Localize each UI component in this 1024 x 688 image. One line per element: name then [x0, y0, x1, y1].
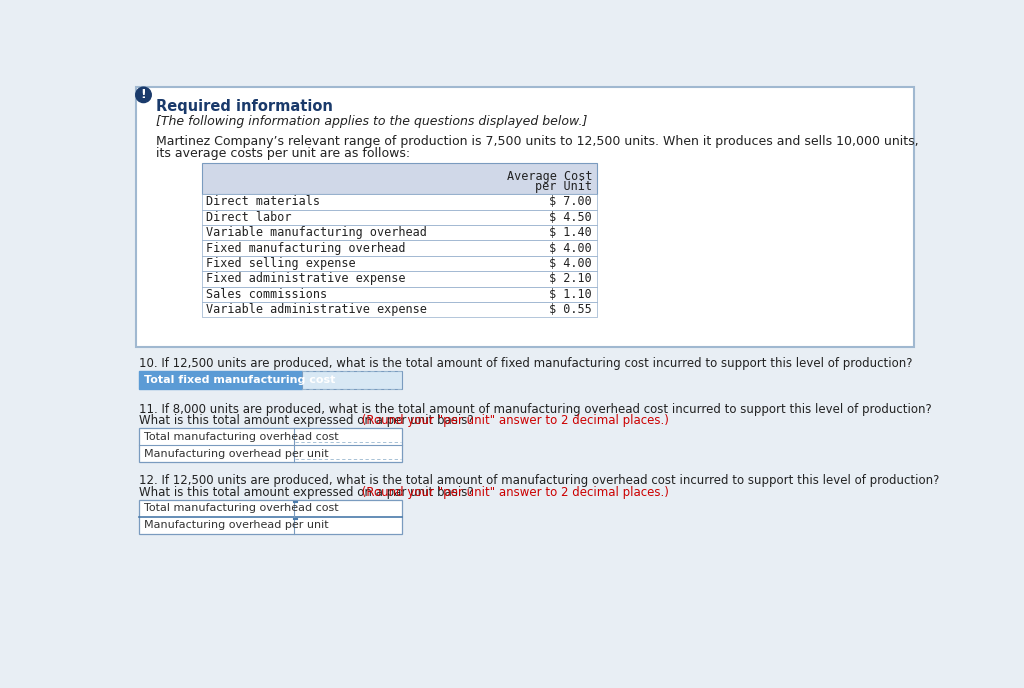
Text: Total fixed manufacturing cost: Total fixed manufacturing cost — [143, 375, 335, 385]
Text: 10. If 12,500 units are produced, what is the total amount of fixed manufacturin: 10. If 12,500 units are produced, what i… — [139, 356, 912, 369]
Text: Variable administrative expense: Variable administrative expense — [206, 303, 427, 316]
Text: $ 1.40: $ 1.40 — [550, 226, 592, 239]
Circle shape — [136, 87, 152, 103]
Text: Variable manufacturing overhead: Variable manufacturing overhead — [206, 226, 427, 239]
Bar — [202, 225, 597, 240]
Text: $ 1.10: $ 1.10 — [550, 288, 592, 301]
Text: 11. If 8,000 units are produced, what is the total amount of manufacturing overh: 11. If 8,000 units are produced, what is… — [139, 403, 932, 416]
Text: Sales commissions: Sales commissions — [206, 288, 328, 301]
Text: $ 2.10: $ 2.10 — [550, 272, 592, 286]
Text: per Unit: per Unit — [536, 180, 592, 193]
Text: Required information: Required information — [156, 100, 333, 114]
Text: $ 0.55: $ 0.55 — [550, 303, 592, 316]
Text: Total manufacturing overhead cost: Total manufacturing overhead cost — [143, 504, 338, 513]
Bar — [202, 210, 597, 225]
Bar — [136, 87, 913, 347]
Text: Martinez Company’s relevant range of production is 7,500 units to 12,500 units. : Martinez Company’s relevant range of pro… — [156, 135, 919, 148]
Text: Direct labor: Direct labor — [206, 211, 292, 224]
Bar — [202, 240, 597, 256]
Bar — [139, 429, 402, 462]
Text: its average costs per unit are as follows:: its average costs per unit are as follow… — [156, 147, 410, 160]
Text: Total manufacturing overhead cost: Total manufacturing overhead cost — [143, 432, 338, 442]
Bar — [202, 271, 597, 287]
Bar — [202, 164, 597, 194]
Text: What is this total amount expressed on a per unit basis?: What is this total amount expressed on a… — [139, 414, 473, 427]
Text: $ 4.00: $ 4.00 — [550, 241, 592, 255]
Bar — [202, 194, 597, 210]
Text: Fixed selling expense: Fixed selling expense — [206, 257, 356, 270]
Text: [The following information applies to the questions displayed below.]: [The following information applies to th… — [156, 115, 588, 128]
Text: 12. If 12,500 units are produced, what is the total amount of manufacturing over: 12. If 12,500 units are produced, what i… — [139, 475, 939, 488]
Text: Manufacturing overhead per unit: Manufacturing overhead per unit — [143, 449, 328, 459]
Text: $ 4.00: $ 4.00 — [550, 257, 592, 270]
Bar — [139, 371, 302, 389]
Text: (Round your "per unit" answer to 2 decimal places.): (Round your "per unit" answer to 2 decim… — [358, 414, 669, 427]
Bar — [202, 302, 597, 317]
Text: Fixed manufacturing overhead: Fixed manufacturing overhead — [206, 241, 406, 255]
Text: !: ! — [140, 88, 146, 101]
Bar — [202, 256, 597, 271]
Text: What is this total amount expressed on a par unit basis?: What is this total amount expressed on a… — [139, 486, 473, 499]
Text: $ 4.50: $ 4.50 — [550, 211, 592, 224]
Text: Manufacturing overhead per unit: Manufacturing overhead per unit — [143, 520, 328, 530]
Bar — [202, 287, 597, 302]
Text: Average Cost: Average Cost — [507, 169, 592, 182]
Bar — [139, 500, 402, 534]
Bar — [302, 371, 402, 389]
Text: (Round your "per unit" answer to 2 decimal places.): (Round your "per unit" answer to 2 decim… — [358, 486, 669, 499]
Text: Direct materials: Direct materials — [206, 195, 321, 208]
Text: $ 7.00: $ 7.00 — [550, 195, 592, 208]
Text: Fixed administrative expense: Fixed administrative expense — [206, 272, 406, 286]
